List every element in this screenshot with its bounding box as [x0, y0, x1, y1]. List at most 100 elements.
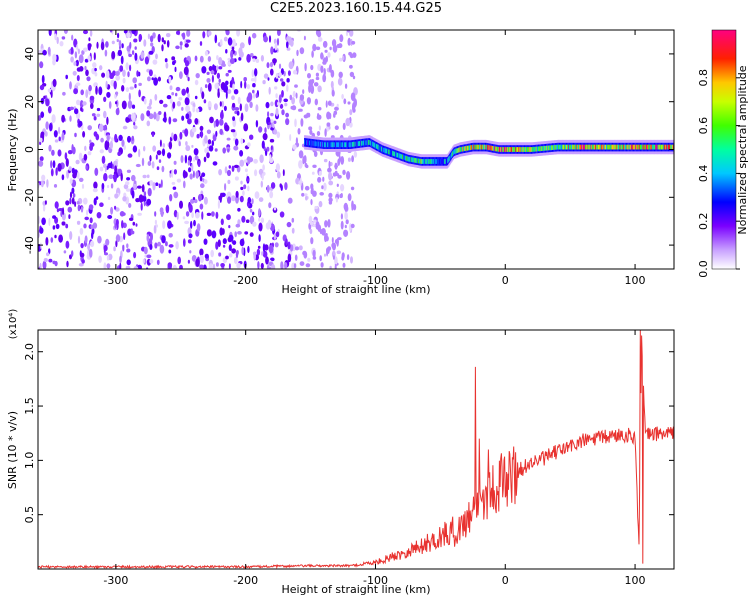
noise-speck [65, 223, 69, 229]
noise-speck [225, 90, 228, 100]
noise-speck [84, 235, 88, 244]
ridge-core [357, 141, 359, 147]
ridge-core [329, 142, 331, 148]
ridge-core [336, 142, 338, 148]
noise-speck [217, 199, 220, 209]
noise-speck [72, 172, 77, 179]
noise-speck [112, 70, 116, 76]
ridge-core [604, 144, 606, 150]
noise-speck [68, 166, 72, 171]
noise-speck [103, 244, 108, 252]
noise-speck [61, 132, 65, 141]
noise-speck [131, 30, 137, 35]
ridge-core [484, 144, 486, 150]
ridge-core [451, 152, 453, 158]
noise-speck [39, 262, 42, 269]
noise-speck [91, 113, 96, 117]
ridge-core [338, 142, 340, 148]
noise-speck [303, 35, 306, 41]
ridge-core [527, 147, 529, 152]
noise-speck [320, 262, 324, 268]
noise-speck [323, 68, 326, 76]
noise-speck [93, 181, 98, 189]
ridge-core [561, 144, 563, 150]
ridge-core [578, 144, 580, 150]
noise-speck [88, 37, 91, 42]
noise-speck [83, 197, 88, 205]
noise-speck [78, 262, 84, 267]
noise-speck [99, 202, 104, 207]
noise-speck [227, 69, 232, 73]
noise-speck [117, 151, 122, 156]
ridge-core [434, 159, 437, 164]
noise-speck [56, 36, 59, 45]
noise-speck [156, 166, 160, 171]
ridge-core [546, 145, 548, 151]
noise-speck [159, 244, 165, 254]
ridge-core [322, 142, 324, 147]
noise-speck [315, 76, 320, 81]
noise-speck [313, 151, 318, 157]
noise-speck [81, 50, 85, 55]
ridge-core [516, 147, 518, 152]
noise-speck [295, 137, 298, 145]
ridge-core [426, 159, 428, 164]
noise-speck [257, 261, 260, 269]
ridge-core [601, 144, 603, 150]
noise-speck [218, 78, 221, 83]
ridge-core [498, 147, 500, 152]
noise-speck [328, 171, 333, 181]
colorbar-label: Normalized spectral amplitude [736, 65, 749, 234]
noise-speck [228, 165, 231, 169]
ridge-core [387, 149, 389, 154]
ridge-core [340, 142, 342, 148]
noise-speck [222, 244, 226, 248]
ridge-core [614, 144, 616, 150]
ridge-core [459, 147, 461, 153]
noise-speck [339, 57, 343, 62]
noise-speck [334, 239, 339, 244]
noise-speck [219, 39, 223, 47]
noise-speck [235, 190, 239, 198]
noise-speck [199, 248, 204, 256]
ridge-core [395, 152, 397, 157]
noise-speck [247, 185, 250, 192]
noise-speck [184, 128, 189, 137]
noise-speck [121, 100, 127, 110]
noise-speck [65, 200, 70, 206]
ridge-core [489, 145, 491, 151]
noise-speck [220, 263, 225, 268]
noise-speck [39, 156, 44, 162]
noise-speck [168, 76, 172, 84]
noise-speck [117, 49, 123, 57]
noise-speck [326, 122, 331, 127]
noise-speck [293, 263, 297, 269]
noise-speck [287, 197, 293, 204]
bottom-x-tick-label: 0 [502, 574, 509, 587]
ridge-core [504, 147, 506, 152]
ridge-core [574, 144, 576, 150]
ridge-core [607, 144, 609, 150]
noise-speck [89, 248, 93, 258]
ridge-core [462, 146, 464, 152]
noise-speck [58, 234, 63, 243]
ridge-core [427, 159, 429, 164]
ridge-core [619, 144, 621, 150]
noise-speck [211, 230, 217, 239]
noise-speck [315, 46, 321, 51]
noise-speck [147, 76, 151, 82]
ridge-core [587, 144, 589, 150]
ridge-core [635, 144, 637, 150]
noise-speck [45, 121, 49, 130]
ridge-core [508, 147, 510, 152]
ridge-core [657, 144, 659, 150]
ridge-core [472, 144, 474, 150]
noise-speck [333, 112, 336, 118]
noise-speck [171, 92, 175, 96]
noise-speck [248, 36, 252, 46]
noise-speck [214, 82, 220, 90]
ridge-core [596, 144, 599, 150]
colorbar-tick-label: 0.6 [697, 117, 710, 135]
ridge-core [419, 158, 421, 164]
ridge-core [526, 147, 528, 152]
